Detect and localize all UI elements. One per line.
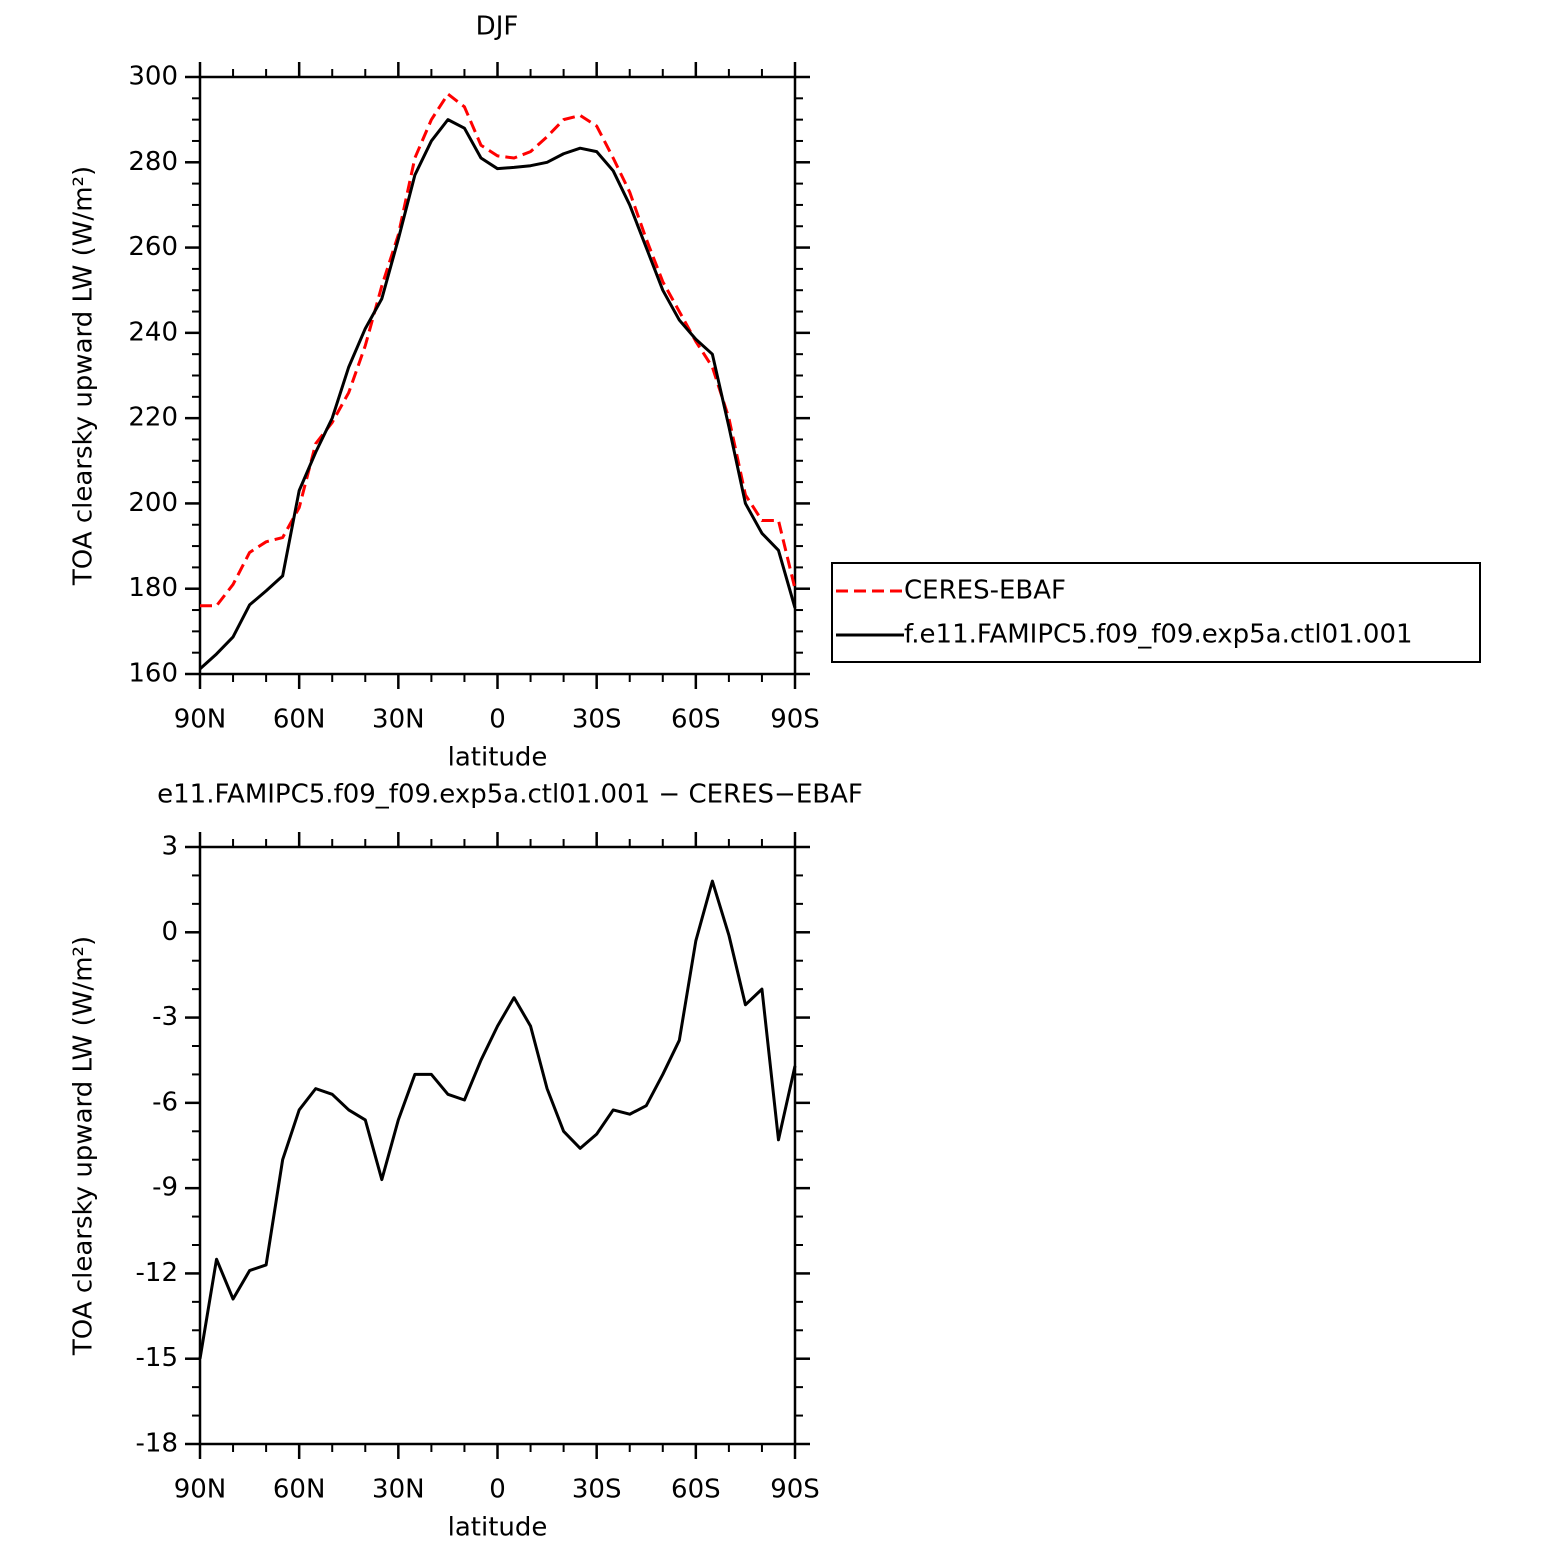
- y-tick-label: -6: [152, 1087, 178, 1117]
- x-tick-label: 90N: [174, 1475, 227, 1505]
- y-tick-label: -12: [136, 1258, 178, 1288]
- y-tick-label: 180: [128, 573, 178, 603]
- y-tick-label: -15: [136, 1343, 178, 1373]
- x-tick-label: 90S: [770, 705, 820, 735]
- y-tick-label: 160: [128, 659, 178, 689]
- x-axis-label: latitude: [448, 743, 548, 773]
- y-tick-label: -3: [152, 1002, 178, 1032]
- x-tick-label: 90N: [174, 705, 227, 735]
- data-line: [198, 879, 797, 1359]
- legend-label: CERES-EBAF: [904, 576, 1066, 606]
- y-axis-label: TOA clearsky upward LW (W/m²): [69, 166, 99, 586]
- plot-frame: [198, 845, 797, 1446]
- x-tick-label: 30S: [572, 1475, 622, 1505]
- x-tick-label: 60S: [671, 705, 721, 735]
- chart-title: e11.FAMIPC5.f09_f09.exp5a.ctl01.001 − CE…: [157, 780, 863, 810]
- y-tick-label: 0: [161, 917, 178, 947]
- x-tick-label: 30N: [372, 705, 425, 735]
- x-tick-label: 60N: [273, 705, 326, 735]
- y-tick-label: 280: [128, 147, 178, 177]
- y-tick-label: -18: [136, 1429, 178, 1459]
- x-axis-label: latitude: [448, 1513, 548, 1543]
- x-tick-label: 0: [489, 705, 506, 735]
- y-tick-label: 200: [128, 488, 178, 518]
- x-tick-label: 30N: [372, 1475, 425, 1505]
- y-tick-label: 300: [128, 62, 178, 92]
- data-line: [200, 92, 797, 608]
- x-tick-label: 60S: [671, 1475, 721, 1505]
- x-tick-label: 0: [489, 1475, 506, 1505]
- legend-box: [831, 562, 1481, 663]
- y-tick-label: 3: [161, 832, 178, 862]
- y-tick-label: 260: [128, 232, 178, 262]
- y-tick-label: 240: [128, 317, 178, 347]
- legend-label: f.e11.FAMIPC5.f09_f09.exp5a.ctl01.001: [904, 620, 1413, 650]
- chart-title: DJF: [476, 12, 519, 42]
- data-line: [198, 118, 797, 670]
- x-tick-label: 90S: [770, 1475, 820, 1505]
- plot-frame: [198, 75, 797, 676]
- x-tick-label: 60N: [273, 1475, 326, 1505]
- y-axis-label: TOA clearsky upward LW (W/m²): [69, 936, 99, 1356]
- y-tick-label: -9: [152, 1173, 178, 1203]
- x-tick-label: 30S: [572, 705, 622, 735]
- y-tick-label: 220: [128, 403, 178, 433]
